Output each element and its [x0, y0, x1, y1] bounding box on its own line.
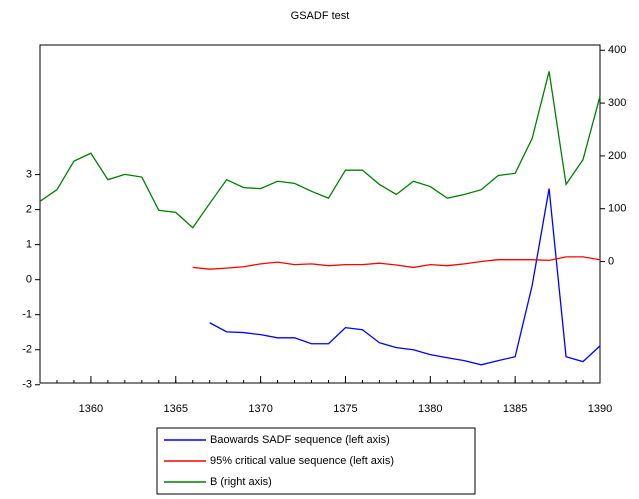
- y-tick-label: 2: [26, 204, 32, 216]
- x-tick-label: 1380: [418, 403, 442, 415]
- x-tick-label: 1365: [164, 403, 188, 415]
- y-tick-label: -3: [22, 379, 32, 391]
- legend-label: Baowards SADF sequence (left axis): [210, 434, 390, 446]
- series-line: [192, 256, 601, 270]
- series-line: [39, 71, 601, 229]
- y-tick-label: 3: [26, 169, 32, 181]
- y-tick-label: -2: [22, 344, 32, 356]
- chart-title: GSADF test: [291, 10, 350, 22]
- y2-tick-label: 100: [608, 203, 626, 215]
- x-tick-label: 1360: [79, 403, 103, 415]
- y-tick-label: -1: [22, 309, 32, 321]
- y2-tick-label: 0: [608, 255, 614, 267]
- y2-tick-label: 400: [608, 44, 626, 56]
- legend-label: 95% critical value sequence (left axis): [210, 455, 394, 467]
- x-tick-label: 1385: [503, 403, 527, 415]
- legend-label: B (right axis): [210, 476, 272, 488]
- y2-tick-label: 200: [608, 150, 626, 162]
- legend-box: [156, 427, 476, 495]
- x-tick-label: 1390: [588, 403, 612, 415]
- x-tick-label: 1370: [248, 403, 272, 415]
- y-tick-label: 1: [26, 239, 32, 251]
- y-tick-label: 0: [26, 274, 32, 286]
- plot-frame: [39, 44, 601, 384]
- y2-tick-label: 300: [608, 97, 626, 109]
- series-line: [209, 188, 601, 366]
- x-tick-label: 1375: [333, 403, 357, 415]
